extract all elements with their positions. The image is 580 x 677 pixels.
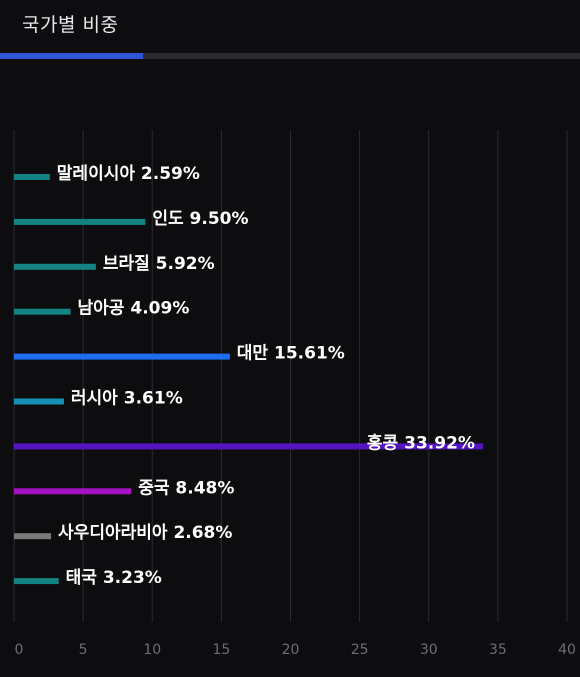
bar-data-label: 인도 9.50% (152, 209, 248, 229)
bar-data-label: 중국 8.48% (138, 478, 234, 498)
x-tick-label: 20 (282, 642, 300, 658)
x-tick-label: 25 (351, 642, 369, 658)
x-tick-label: 15 (212, 642, 230, 658)
x-tick-label: 35 (489, 642, 507, 658)
chart-header: 국가별 비중 (0, 0, 580, 59)
bars (14, 174, 483, 585)
x-tick-label: 30 (420, 642, 438, 658)
x-tick-label: 10 (143, 642, 161, 658)
bar-data-label: 사우디아라비아 2.68% (58, 523, 232, 543)
bar[interactable] (14, 263, 96, 270)
bar[interactable] (14, 398, 64, 405)
bar[interactable] (14, 174, 50, 180)
bar[interactable] (14, 443, 483, 450)
bar-data-label: 러시아 3.61% (71, 389, 183, 409)
x-tick-label: 40 (558, 642, 576, 658)
bar-data-label: 말레이시아 2.59% (57, 163, 200, 184)
x-axis-ticks: 0 5 10 15 20 25 30 35 40 (15, 642, 576, 658)
bar[interactable] (14, 218, 146, 225)
bar-data-label: 대만 15.61% (237, 344, 345, 364)
bar-labels: 말레이시아 2.59% 인도 9.50% 브라질 5.92% 남아공 4.09% 대만 … (57, 163, 475, 588)
page-title: 국가별 비중 (22, 14, 119, 36)
bar-data-label: 브라질 5.92% (103, 253, 215, 274)
bar[interactable] (14, 488, 132, 495)
bar[interactable] (14, 308, 71, 315)
grid-lines (13, 130, 568, 622)
tab-track (0, 53, 580, 59)
x-tick-label: 0 (15, 642, 24, 658)
bar[interactable] (14, 578, 59, 585)
x-tick-label: 5 (79, 642, 88, 658)
tab-indicator-active[interactable] (0, 53, 143, 59)
bar-data-label: 남아공 4.09% (78, 299, 190, 319)
bar-data-label: 태국 3.23% (66, 568, 162, 588)
bar[interactable] (14, 533, 52, 540)
bar-data-label: 홍콩 33.92% (367, 432, 475, 453)
bar[interactable] (14, 353, 230, 360)
